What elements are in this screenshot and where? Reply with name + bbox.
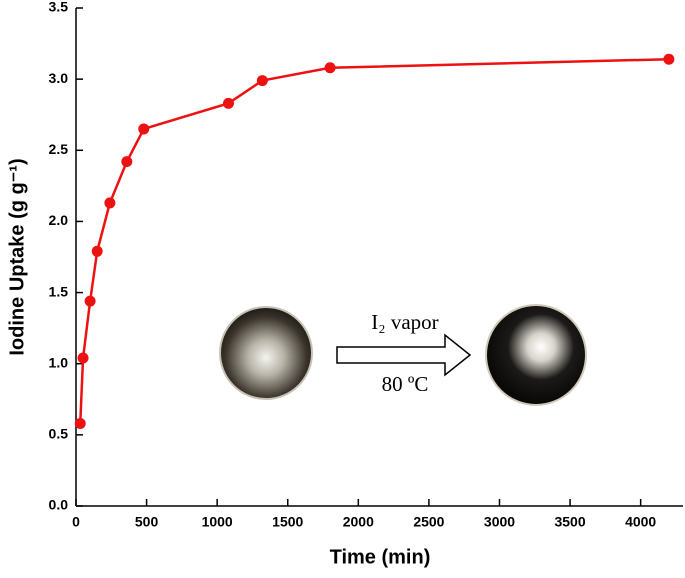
y-tick-label: 0.5 [49, 426, 69, 442]
sample-after [485, 304, 587, 406]
y-axis-title: Iodine Uptake (g g⁻¹) [6, 158, 28, 355]
data-point [77, 352, 89, 364]
annotation: 80 ºC [382, 372, 429, 396]
data-point [84, 295, 96, 307]
x-axis-title: Time (min) [330, 546, 431, 568]
x-tick-label: 3500 [554, 514, 585, 530]
data-point [222, 97, 234, 109]
data-point [138, 123, 150, 135]
x-tick-label: 3000 [484, 514, 515, 530]
y-tick-label: 3.5 [49, 0, 69, 15]
x-tick-label: 1000 [202, 514, 233, 530]
x-tick-label: 2000 [343, 514, 374, 530]
sample-before [219, 306, 313, 400]
data-point [91, 245, 103, 257]
y-tick-label: 1.5 [49, 283, 69, 299]
y-tick-label: 2.5 [49, 141, 69, 157]
data-point [74, 417, 86, 429]
arrow [336, 333, 472, 377]
x-tick-label: 0 [72, 514, 80, 530]
y-tick-label: 0.0 [49, 497, 69, 513]
x-tick-label: 2500 [413, 514, 444, 530]
x-tick-label: 500 [135, 514, 159, 530]
y-tick-label: 1.0 [49, 354, 69, 370]
inset: I₂ vapor 80 ºC [219, 304, 587, 406]
data-point [104, 197, 116, 209]
data-point [324, 62, 336, 74]
data-point [663, 53, 675, 65]
y-tick-label: 2.0 [49, 212, 69, 228]
data-point [121, 156, 133, 168]
data-point [256, 75, 268, 87]
x-tick-label: 1500 [272, 514, 303, 530]
x-tick-label: 4000 [625, 514, 656, 530]
annotation: I₂ vapor [371, 310, 438, 334]
y-tick-label: 3.0 [49, 70, 69, 86]
